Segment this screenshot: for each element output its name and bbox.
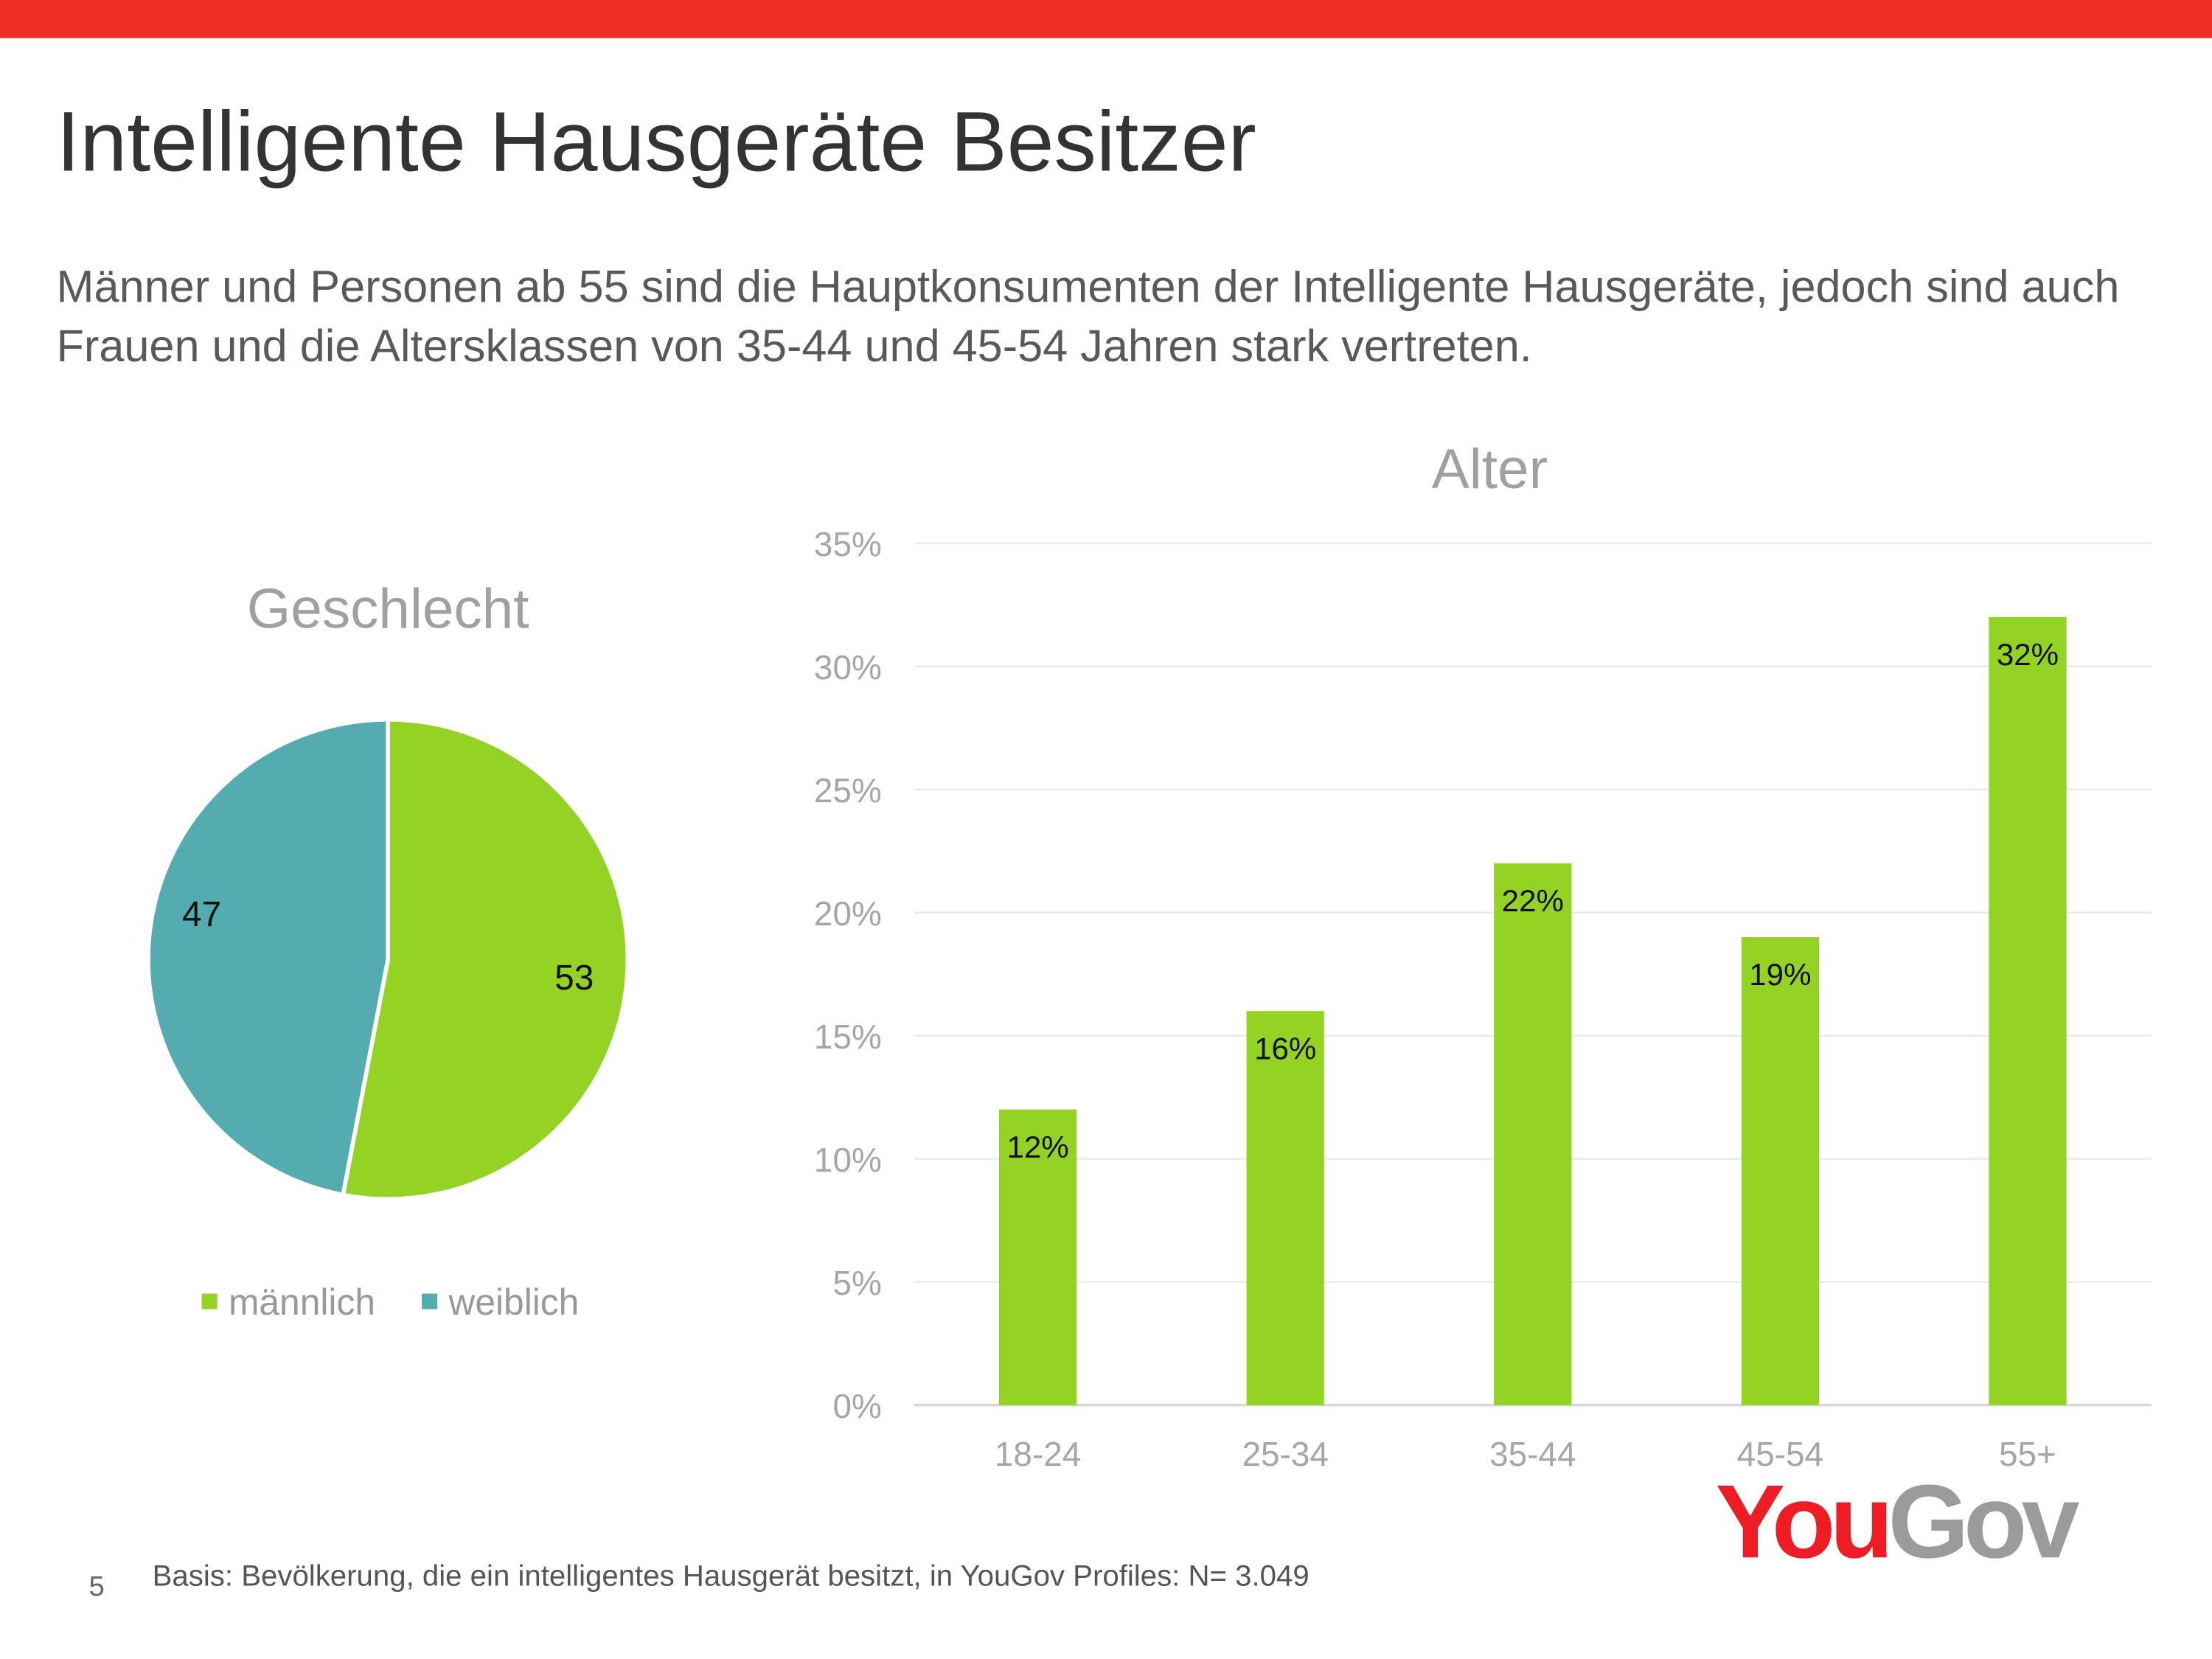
bar-data-label: 16% xyxy=(1254,1031,1316,1065)
y-tick-label: 35% xyxy=(814,525,882,563)
bar-18-24 xyxy=(998,1109,1077,1405)
pie-slice-weiblich xyxy=(146,717,391,1197)
bar-35-44 xyxy=(1494,863,1572,1405)
page-subtitle: Männer und Personen ab 55 sind die Haupt… xyxy=(56,260,2120,372)
y-tick-label: 25% xyxy=(814,771,882,810)
pie-data-label: 53 xyxy=(554,959,594,998)
y-tick-label: 30% xyxy=(814,648,882,686)
bar-data-label: 19% xyxy=(1749,957,1811,992)
pie-title: Geschlecht xyxy=(247,577,529,640)
pie-slice-männlich xyxy=(340,717,630,1202)
pie-data-label: 47 xyxy=(182,895,221,934)
x-tick-label: 35-44 xyxy=(1489,1435,1576,1473)
bar-data-label: 12% xyxy=(1007,1130,1069,1164)
y-tick-label: 15% xyxy=(814,1018,882,1056)
bar-25-34 xyxy=(1246,1011,1324,1405)
x-tick-label: 25-34 xyxy=(1242,1435,1328,1473)
x-tick-label: 45-54 xyxy=(1737,1435,1823,1473)
y-tick-label: 5% xyxy=(832,1264,881,1302)
legend-swatch xyxy=(422,1293,438,1310)
top-accent-bar xyxy=(0,0,2212,38)
y-tick-label: 20% xyxy=(814,894,882,933)
yougov-logo: YouGov xyxy=(1716,1464,2080,1580)
bar-data-label: 32% xyxy=(1997,637,2059,672)
bar-chart-title: Alter xyxy=(1432,438,1548,501)
legend-label: männlich xyxy=(229,1281,375,1323)
y-tick-label: 0% xyxy=(832,1387,881,1425)
page-title: Intelligente Hausgeräte Besitzer xyxy=(56,94,1256,189)
y-tick-label: 10% xyxy=(814,1141,882,1179)
basis-note: Basis: Bevölkerung, die ein intelligente… xyxy=(152,1560,1310,1593)
bar-55+ xyxy=(1989,616,2067,1405)
legend-label: weiblich xyxy=(448,1281,579,1323)
page-number: 5 xyxy=(88,1571,105,1603)
bar-data-label: 22% xyxy=(1502,883,1564,918)
x-tick-label: 18-24 xyxy=(995,1435,1081,1473)
x-tick-label: 55+ xyxy=(1999,1435,2056,1473)
legend-swatch xyxy=(201,1293,218,1310)
bar-45-54 xyxy=(1741,937,1820,1405)
